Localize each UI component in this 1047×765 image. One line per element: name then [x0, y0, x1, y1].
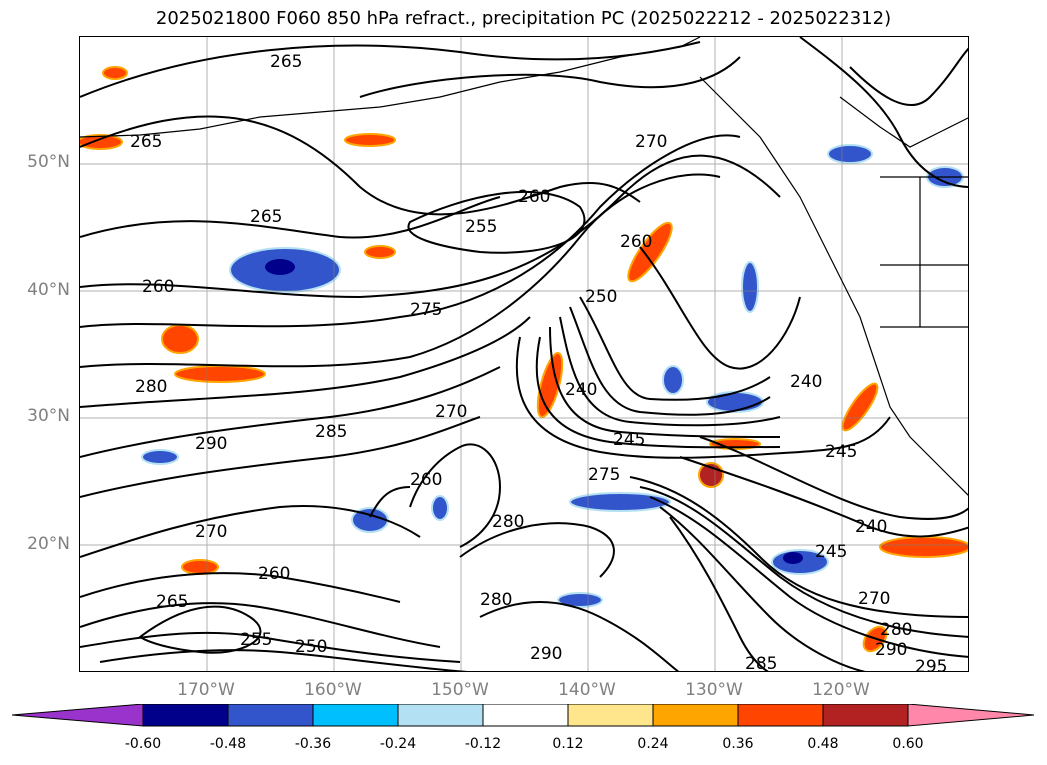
- contour-labels: 265 265 260 255 265 260 275 260 280 270 …: [130, 52, 947, 672]
- colorbar-extend-high: [907, 704, 1035, 727]
- colorbar-tick: -0.24: [379, 736, 417, 752]
- colorbar-tick: 0.60: [892, 736, 924, 752]
- contour-label: 290: [530, 644, 562, 664]
- contour-label: 295: [915, 657, 947, 672]
- colorbar-bin: [737, 704, 824, 727]
- contour-label: 255: [465, 217, 497, 237]
- colorbar-extend-low: [12, 704, 144, 727]
- colorbar-tick: -0.12: [464, 736, 502, 752]
- colorbar-bin: [567, 704, 654, 727]
- contour-label: 270: [635, 132, 667, 152]
- colorbar-tick: 0.12: [552, 736, 584, 752]
- map-canvas: 265 265 260 255 265 260 275 260 280 270 …: [80, 37, 968, 672]
- contour-label: 265: [156, 592, 188, 612]
- colorbar-bin: [312, 704, 399, 727]
- coastlines: [80, 37, 968, 496]
- contour-label: 270: [858, 589, 890, 609]
- lat-label-30n: 30°N: [27, 406, 70, 426]
- contour-label: 260: [518, 187, 550, 207]
- colorbar-bin: [142, 704, 229, 727]
- contour-label: 265: [250, 207, 282, 227]
- contour-label: 275: [410, 300, 442, 320]
- colorbar-bin: [822, 704, 909, 727]
- graticule: [80, 37, 968, 671]
- colorbar-bin: [227, 704, 314, 727]
- contour-label: 260: [258, 564, 290, 584]
- colorbar-tick: -0.48: [209, 736, 247, 752]
- colorbar-tick: 0.48: [807, 736, 839, 752]
- colorbar-tick: -0.60: [124, 736, 162, 752]
- colorbar-tick: -0.36: [294, 736, 332, 752]
- colorbar-bin: [397, 704, 484, 727]
- contour-label: 240: [855, 517, 887, 537]
- lon-label-120w: 120°W: [812, 680, 870, 700]
- lon-label-140w: 140°W: [558, 680, 616, 700]
- contour-label: 270: [195, 522, 227, 542]
- contour-label: 280: [480, 590, 512, 610]
- colorbar-tick: 0.36: [722, 736, 754, 752]
- contour-label: 240: [565, 380, 597, 400]
- contour-label: 240: [790, 372, 822, 392]
- contour-label: 280: [492, 512, 524, 532]
- colorbar-bin: [482, 704, 569, 727]
- contour-label: 255: [240, 630, 272, 650]
- lat-label-20n: 20°N: [27, 534, 70, 554]
- contour-label: 280: [880, 620, 912, 640]
- contour-label: 285: [315, 422, 347, 442]
- precip-shading: [80, 66, 968, 653]
- contour-label: 290: [875, 640, 907, 660]
- contour-label: 245: [825, 442, 857, 462]
- contour-label: 260: [410, 470, 442, 490]
- colorbar-bin: [652, 704, 739, 727]
- lon-label-150w: 150°W: [431, 680, 489, 700]
- contour-label: 260: [620, 232, 652, 252]
- contour-label: 280: [135, 377, 167, 397]
- lat-label-50n: 50°N: [27, 152, 70, 172]
- lat-label-40n: 40°N: [27, 280, 70, 300]
- map-panel: 265 265 260 255 265 260 275 260 280 270 …: [79, 36, 969, 672]
- contour-label: 245: [815, 542, 847, 562]
- contour-label: 260: [142, 277, 174, 297]
- contour-label: 270: [435, 402, 467, 422]
- colorbar: [12, 704, 1035, 727]
- contour-label: 275: [588, 465, 620, 485]
- map-title: 2025021800 F060 850 hPa refract., precip…: [155, 8, 892, 29]
- contour-label: 250: [585, 287, 617, 307]
- contour-label: 285: [745, 654, 777, 672]
- contour-label: 290: [195, 434, 227, 454]
- lon-label-160w: 160°W: [304, 680, 362, 700]
- refractivity-contours: [80, 37, 968, 671]
- contour-label: 250: [295, 637, 327, 657]
- lon-label-170w: 170°W: [177, 680, 235, 700]
- contour-label: 265: [270, 52, 302, 72]
- contour-label: 245: [613, 430, 645, 450]
- contour-label: 265: [130, 132, 162, 152]
- lon-label-130w: 130°W: [685, 680, 743, 700]
- colorbar-tick: 0.24: [637, 736, 669, 752]
